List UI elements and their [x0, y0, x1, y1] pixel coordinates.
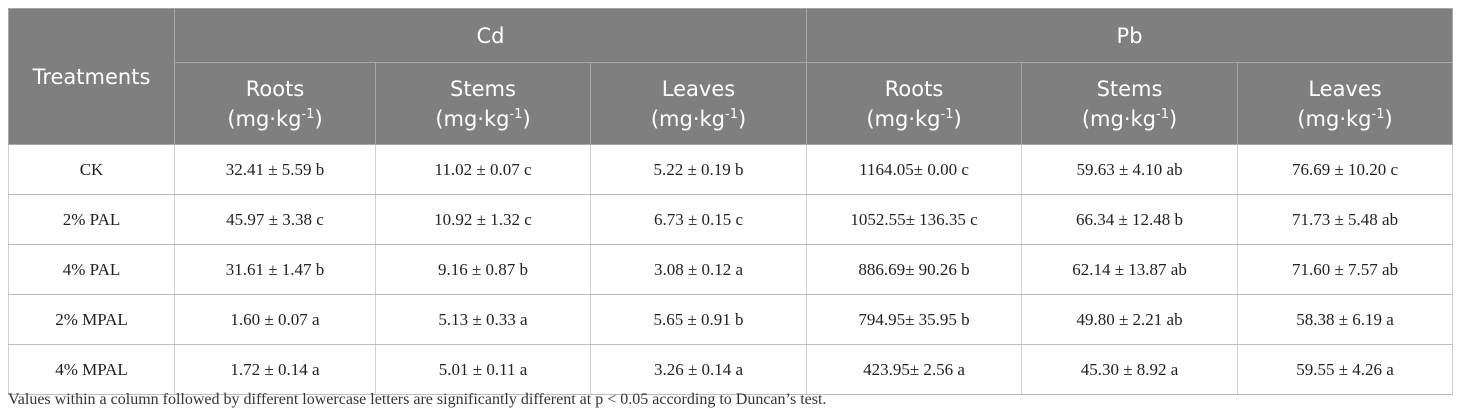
- table-cell: 49.80 ± 2.21 ab: [1021, 294, 1239, 345]
- table-body: CK 32.41 ± 5.59 b 11.02 ± 0.07 c 5.22 ± 0.1…: [8, 144, 1454, 395]
- column-label: Stems: [1096, 76, 1163, 101]
- table-cell: 45.97 ± 3.38 c: [174, 194, 376, 245]
- column-unit: (mg·kg-1): [176, 102, 374, 132]
- unit-text: ): [953, 106, 962, 131]
- column-unit: (mg·kg-1): [592, 102, 805, 132]
- header-row: Roots (mg·kg-1) Stems (mg·kg-1) Leaves (mg·kg…: [9, 62, 1454, 145]
- column-unit: (mg·kg-1): [377, 102, 589, 132]
- table-cell: 71.60 ± 7.57 ab: [1237, 244, 1454, 295]
- column-header: Roots (mg·kg-1): [174, 62, 376, 145]
- unit-text: ): [522, 106, 531, 131]
- table-cell: 59.63 ± 4.10 ab: [1021, 144, 1239, 195]
- row-label: 4% PAL: [8, 244, 175, 295]
- unit-exponent: -1: [1156, 106, 1169, 122]
- table-cell: 11.02 ± 0.07 c: [375, 144, 591, 195]
- unit-exponent: -1: [301, 106, 315, 122]
- table-cell: 3.08 ± 0.12 a: [589, 244, 808, 295]
- table-cell: 1.60 ± 0.07 a: [174, 294, 376, 345]
- column-label: Leaves: [661, 76, 736, 101]
- table-cell: 31.61 ± 1.47 b: [174, 244, 376, 295]
- table-cell: 71.73 ± 5.48 ab: [1237, 194, 1454, 245]
- table-cell: 1052.55± 136.35 c: [806, 194, 1023, 245]
- table-cell: 886.69± 90.26 b: [806, 244, 1023, 295]
- unit-text: (mg·kg: [227, 106, 302, 131]
- table-cell: 32.41 ± 5.59 b: [174, 144, 376, 195]
- table-cell: 10.92 ± 1.32 c: [375, 194, 591, 245]
- column-header: Roots (mg·kg-1): [806, 62, 1023, 145]
- column-header: Stems (mg·kg-1): [375, 62, 591, 145]
- table-cell: 423.95± 2.56 a: [806, 344, 1023, 395]
- column-label: Stems: [450, 76, 516, 101]
- column-label: Leaves: [1308, 76, 1382, 101]
- unit-exponent: -1: [1371, 106, 1385, 122]
- table-cell: 9.16 ± 0.87 b: [375, 244, 591, 295]
- table-cell: 794.95± 35.95 b: [806, 294, 1023, 345]
- table-cell: 66.34 ± 12.48 b: [1021, 194, 1239, 245]
- table-cell: 5.65 ± 0.91 b: [589, 294, 808, 345]
- table-cell: 3.26 ± 0.14 a: [589, 344, 808, 395]
- table-cell: 62.14 ± 13.87 ab: [1021, 244, 1239, 295]
- table-cell: 76.69 ± 10.20 c: [1237, 144, 1454, 195]
- unit-text: (mg·kg: [1297, 106, 1372, 131]
- unit-exponent: -1: [509, 106, 523, 122]
- data-table: Treatments Cd Pb Roots (mg·kg-1) Stems (mg·kg-…: [8, 8, 1454, 395]
- footnote: Values within a column followed by diffe…: [8, 391, 827, 408]
- unit-text: ): [1168, 106, 1178, 131]
- unit-text: ): [314, 106, 323, 131]
- group-header: Pb: [806, 8, 1454, 63]
- table-row: 2% MPAL 1.60 ± 0.07 a 5.13 ± 0.33 a 5.65 ± …: [8, 294, 1454, 345]
- table-cell: 45.30 ± 8.92 a: [1021, 344, 1239, 395]
- column-label: Roots: [884, 76, 944, 101]
- column-header: Leaves (mg·kg-1): [589, 62, 808, 145]
- table-cell: 5.13 ± 0.33 a: [375, 294, 591, 345]
- table-cell: 59.55 ± 4.26 a: [1237, 344, 1454, 395]
- unit-text: ): [1384, 106, 1393, 131]
- column-label: Roots: [245, 76, 305, 101]
- corner-header: Treatments: [8, 8, 175, 145]
- table-cell: 5.22 ± 0.19 b: [589, 144, 808, 195]
- table-row: 4% MPAL 1.72 ± 0.14 a 5.01 ± 0.11 a 3.26 ± …: [8, 344, 1454, 395]
- table-cell: 1164.05± 0.00 c: [806, 144, 1023, 195]
- table-header: Treatments Cd Pb Roots (mg·kg-1) Stems (mg·kg-…: [8, 8, 1454, 145]
- column-header: Leaves (mg·kg-1): [1237, 62, 1454, 145]
- column-unit: (mg·kg-1): [1239, 102, 1451, 132]
- table-row: 2% PAL 45.97 ± 3.38 c 10.92 ± 1.32 c 6.73 ±…: [8, 194, 1454, 245]
- table-cell: 1.72 ± 0.14 a: [174, 344, 376, 395]
- header-row: Treatments Cd Pb: [8, 8, 1454, 145]
- unit-text: (mg·kg: [866, 106, 941, 131]
- unit-text: (mg·kg: [1081, 106, 1156, 131]
- unit-text: (mg·kg: [650, 106, 725, 131]
- row-label: 2% MPAL: [8, 294, 175, 345]
- column-unit: (mg·kg-1): [808, 102, 1020, 132]
- row-label: 4% MPAL: [8, 344, 175, 395]
- unit-exponent: -1: [940, 106, 954, 122]
- table-row: 4% PAL 31.61 ± 1.47 b 9.16 ± 0.87 b 3.08 ± …: [8, 244, 1454, 295]
- table-cell: 5.01 ± 0.11 a: [375, 344, 591, 395]
- unit-text: ): [737, 106, 747, 131]
- table-cell: 6.73 ± 0.15 c: [589, 194, 808, 245]
- column-header: Stems (mg·kg-1): [1021, 62, 1239, 145]
- row-label: CK: [8, 144, 175, 195]
- column-unit: (mg·kg-1): [1023, 102, 1236, 132]
- unit-exponent: -1: [725, 106, 738, 122]
- unit-text: (mg·kg: [435, 106, 510, 131]
- table-cell: 58.38 ± 6.19 a: [1237, 294, 1454, 345]
- group-header: Cd: [173, 8, 808, 63]
- table-row: CK 32.41 ± 5.59 b 11.02 ± 0.07 c 5.22 ± 0.1…: [8, 144, 1454, 195]
- row-label: 2% PAL: [8, 194, 175, 245]
